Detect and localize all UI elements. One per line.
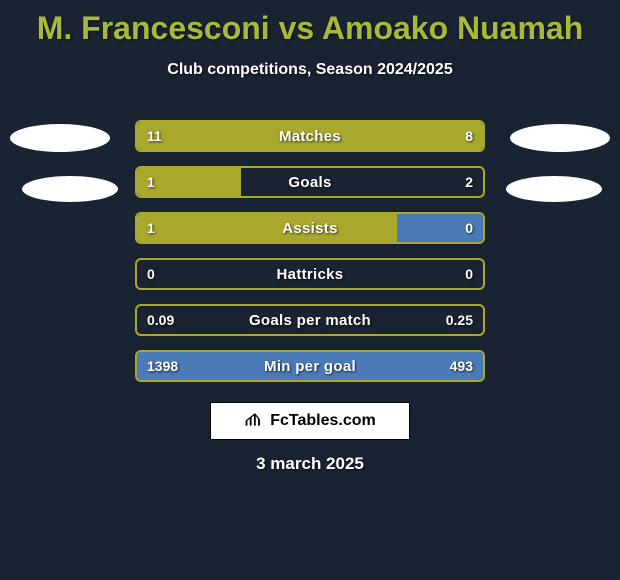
player1-club-placeholder [22,176,118,202]
stat-label: Hattricks [137,260,483,288]
stat-label: Min per goal [137,352,483,380]
branding-text: FcTables.com [270,412,376,430]
stat-row: 1398493Min per goal [135,350,485,382]
stat-row: 10Assists [135,212,485,244]
comparison-rows: 118Matches 12Goals 10Assists 00Hattricks 0.0… [135,120,485,382]
stat-label: Goals per match [137,306,483,334]
subtitle: Club competitions, Season 2024/2025 [0,61,620,79]
stat-label: Assists [137,214,483,242]
stat-row: 118Matches [135,120,485,152]
stat-row: 00Hattricks [135,258,485,290]
player2-club-placeholder [506,176,602,202]
branding-badge: FcTables.com [210,402,410,440]
page-title: M. Francesconi vs Amoako Nuamah [0,0,620,47]
stat-label: Matches [137,122,483,150]
date-text: 3 march 2025 [0,454,620,474]
player1-avatar-placeholder [10,124,110,152]
player2-avatar-placeholder [510,124,610,152]
stat-row: 12Goals [135,166,485,198]
chart-icon [244,409,264,434]
stat-label: Goals [137,168,483,196]
stat-row: 0.090.25Goals per match [135,304,485,336]
